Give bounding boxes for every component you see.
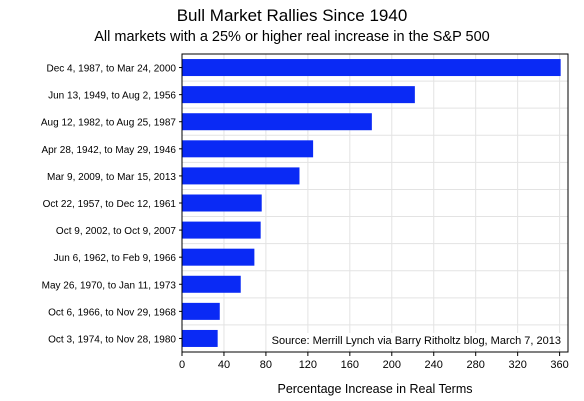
plot-frame — [181, 53, 569, 353]
category-label: Apr 28, 1942, to May 29, 1946 — [41, 145, 176, 156]
category-label: Jun 13, 1949, to Aug 2, 1956 — [48, 91, 176, 102]
bar — [182, 86, 415, 104]
category-label: Mar 9, 2009, to Mar 15, 2013 — [47, 172, 176, 183]
chart-subtitle: All markets with a 25% or higher real in… — [94, 29, 490, 45]
category-label: Jun 6, 1962, to Feb 9, 1966 — [54, 253, 177, 264]
chart-title: Bull Market Rallies Since 1940 — [176, 6, 408, 25]
x-tick-label: 80 — [260, 359, 272, 371]
category-label: Dec 4, 1987, to Mar 24, 2000 — [46, 64, 176, 75]
bar — [182, 194, 262, 212]
x-axis-label: Percentage Increase in Real Terms — [277, 382, 473, 396]
bar — [182, 113, 372, 131]
category-label: Oct 9, 2002, to Oct 9, 2007 — [56, 226, 177, 237]
x-tick-label: 280 — [467, 359, 485, 371]
bar — [182, 167, 300, 185]
bar — [182, 248, 255, 266]
bar — [182, 140, 314, 158]
x-tick-label: 0 — [179, 359, 185, 371]
category-label: May 26, 1970, to Jan 11, 1973 — [42, 280, 177, 291]
bar — [182, 329, 218, 347]
category-label: Oct 6, 1966, to Nov 29, 1968 — [48, 307, 176, 318]
bar — [182, 59, 561, 77]
x-tick-label: 160 — [341, 359, 359, 371]
x-tick-label: 240 — [425, 359, 443, 371]
bar — [182, 302, 220, 320]
x-tick-label: 200 — [383, 359, 401, 371]
category-label: Aug 12, 1982, to Aug 25, 1987 — [41, 118, 177, 129]
x-tick-label: 120 — [299, 359, 317, 371]
source-annotation: Source: Merrill Lynch via Barry Ritholtz… — [272, 335, 561, 347]
category-label: Oct 22, 1957, to Dec 12, 1961 — [43, 199, 177, 210]
bar — [182, 221, 261, 239]
category-label: Oct 3, 1974, to Nov 28, 1980 — [48, 334, 176, 345]
bar — [182, 275, 241, 293]
x-tick-label: 320 — [508, 359, 526, 371]
x-tick-label: 360 — [550, 359, 568, 371]
source-annotation-background — [267, 333, 565, 349]
x-tick-label: 40 — [218, 359, 230, 371]
